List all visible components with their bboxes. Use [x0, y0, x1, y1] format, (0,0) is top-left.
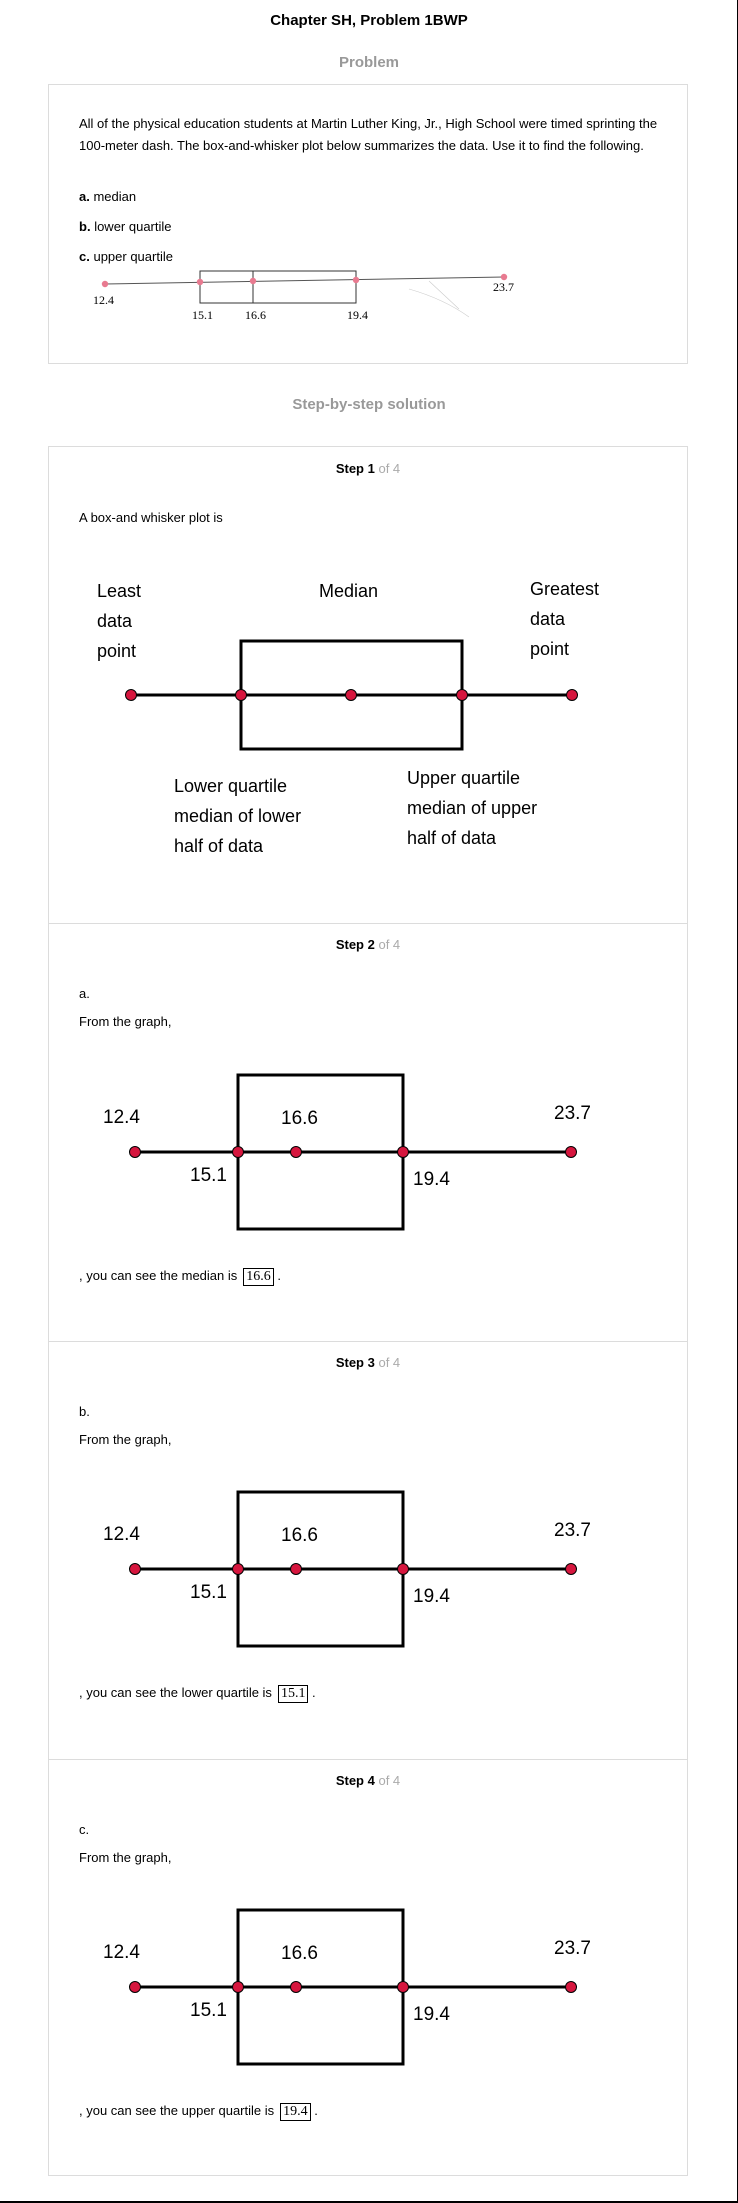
graph-dot-q3 [397, 1563, 409, 1575]
label-lower-3: half of data [174, 836, 264, 856]
graph-dot-q3 [397, 1981, 409, 1993]
step-4-header: Step 4 of 4 [335, 1773, 401, 1788]
step-1-intro: A box-and whisker plot is [79, 510, 223, 525]
label-upper-2: median of upper [407, 798, 537, 818]
diagram-dot-greatest [566, 689, 578, 701]
step-1-diagram: Least data point Median Greatest data po… [97, 579, 599, 856]
graph-label-min: 12.4 [103, 1942, 140, 1963]
problem-dot-min [101, 280, 109, 288]
graph-dot-q3 [397, 1146, 409, 1158]
graph-dot-median [290, 1981, 302, 1993]
problem-dot-q1 [196, 278, 204, 286]
problem-item-a: a. median [79, 189, 137, 204]
diagram-dot-least [125, 689, 137, 701]
label-least-3: point [97, 641, 136, 661]
problem-item-c: c. upper quartile [79, 249, 173, 264]
graph-label-q3: 19.4 [413, 2004, 450, 2025]
step-4-from: From the graph, [79, 1850, 172, 1865]
step-3-letter: b. [79, 1404, 90, 1419]
step-4-answer: 19.4 [280, 2103, 311, 2121]
problem-heading: Problem [338, 54, 399, 71]
problem-scribble [408, 280, 470, 318]
step-2-letter: a. [79, 986, 90, 1001]
graph-label-q1: 15.1 [190, 1165, 227, 1186]
step-3-answer: 15.1 [277, 1685, 309, 1703]
graph-dot-max [565, 1146, 577, 1158]
label-greatest-3: point [530, 639, 569, 659]
problem-whisker-line [104, 276, 505, 285]
graph-label-max: 23.7 [554, 1103, 591, 1124]
graph-label-min: 12.4 [103, 1524, 140, 1545]
graph-label-q3: 19.4 [413, 1586, 450, 1607]
label-least-2: data [97, 611, 133, 631]
problem-box [199, 270, 357, 304]
graph-label-max: 23.7 [554, 1938, 591, 1959]
graph-dot-min [129, 1146, 141, 1158]
label-greatest-2: data [530, 609, 566, 629]
step-3-header: Step 3 of 4 [335, 1355, 401, 1370]
graph-label-q1: 15.1 [190, 1582, 227, 1603]
step-divider [49, 923, 687, 924]
problem-item-b: b. lower quartile [79, 219, 172, 234]
step-divider [49, 1759, 687, 1760]
label-upper-3: half of data [407, 828, 497, 848]
problem-dot-q3 [352, 276, 360, 284]
label-least-1: Least [97, 581, 141, 601]
step-4-graph: 12.4 16.6 23.7 15.1 19.4 [103, 1908, 591, 2066]
label-median: Median [319, 581, 378, 601]
diagram-dot-q3 [456, 689, 468, 701]
graph-dot-median [290, 1563, 302, 1575]
problem-label-q3: 19.4 [347, 308, 368, 322]
page-title: Chapter SH, Problem 1BWP [270, 12, 468, 29]
step-4-conclusion: , you can see the upper quartile is 19.4 … [79, 2103, 318, 2121]
step-3-from: From the graph, [79, 1432, 172, 1447]
step-3-conclusion: , you can see the lower quartile is 15.1 … [79, 1685, 316, 1703]
graph-label-min: 12.4 [103, 1107, 140, 1128]
problem-dot-median [249, 277, 257, 285]
label-upper-1: Upper quartile [407, 768, 520, 788]
diagram-dot-median [345, 689, 357, 701]
step-divider [49, 1341, 687, 1342]
problem-box-plot: 12.4 15.1 16.6 19.4 23.7 [93, 270, 514, 322]
graph-dot-min [129, 1563, 141, 1575]
label-lower-1: Lower quartile [174, 776, 287, 796]
label-lower-2: median of lower [174, 806, 301, 826]
problem-dot-max [500, 273, 508, 281]
problem-label-median: 16.6 [245, 308, 266, 322]
graph-dot-median [290, 1146, 302, 1158]
graph-dot-max [565, 1981, 577, 1993]
diagram-dot-q1 [235, 689, 247, 701]
problem-card: All of the physical education students a… [48, 84, 688, 364]
step-1-header: Step 1 of 4 [335, 461, 401, 476]
step-3-graph: 12.4 16.6 23.7 15.1 19.4 [103, 1490, 591, 1648]
graph-label-q3: 19.4 [413, 1169, 450, 1190]
graph-label-median: 16.6 [281, 1108, 318, 1129]
graph-label-max: 23.7 [554, 1520, 591, 1541]
graph-dot-min [129, 1981, 141, 1993]
step-2-conclusion: , you can see the median is 16.6 . [79, 1268, 281, 1286]
graph-dot-q1 [232, 1981, 244, 1993]
step-2-graph: 12.4 16.6 23.7 15.1 19.4 [103, 1073, 591, 1231]
graph-label-q1: 15.1 [190, 2000, 227, 2021]
step-2-from: From the graph, [79, 1014, 172, 1029]
problem-label-max: 23.7 [493, 280, 514, 294]
page-bottom-edge [0, 2201, 738, 2203]
graph-dot-q1 [232, 1146, 244, 1158]
step-2-answer: 16.6 [243, 1268, 274, 1286]
graph-dot-q1 [232, 1563, 244, 1575]
solution-heading: Step-by-step solution [292, 396, 446, 413]
problem-text: All of the physical education students a… [79, 116, 658, 153]
step-4-letter: c. [79, 1822, 90, 1837]
label-greatest-1: Greatest [530, 579, 599, 599]
problem-label-min: 12.4 [93, 293, 114, 307]
graph-label-median: 16.6 [281, 1525, 318, 1546]
solution-card: Step 1 of 4 A box-and whisker plot is Le… [48, 446, 688, 2176]
step-2-header: Step 2 of 4 [335, 937, 401, 952]
problem-label-q1: 15.1 [192, 308, 213, 322]
graph-label-median: 16.6 [281, 1943, 318, 1964]
graph-dot-max [565, 1563, 577, 1575]
